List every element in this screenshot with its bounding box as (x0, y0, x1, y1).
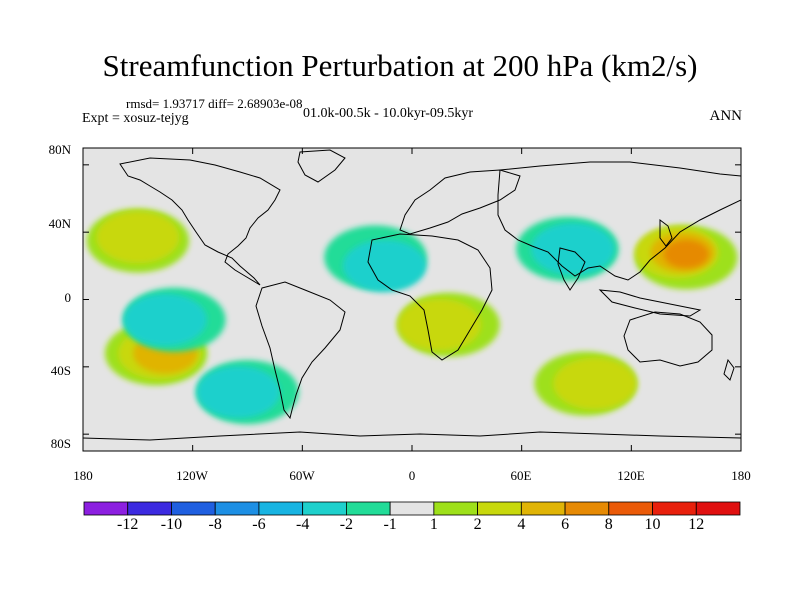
plot-title: Streamfunction Perturbation at 200 hPa (… (102, 48, 698, 83)
colorbar-label: 1 (429, 516, 438, 533)
colorbar-label: 4 (517, 516, 526, 533)
colorbar-box (83, 501, 129, 516)
field-blob (553, 357, 637, 410)
streamfunction-field (86, 208, 738, 425)
colorbar-box (564, 501, 610, 516)
season-label: ANN (709, 108, 743, 124)
colorbar-box (389, 501, 435, 516)
africa-coast (367, 233, 493, 361)
lat-label-40n: 40N (48, 216, 71, 231)
colorbar-label: 12 (688, 516, 705, 533)
india-coast (557, 247, 586, 291)
experiment-label: Expt = xosuz-tejyg (82, 111, 189, 126)
asia-coast (497, 161, 741, 281)
colorbar-label: 10 (644, 516, 661, 533)
colorbar-box (695, 501, 741, 516)
greenland-coast (297, 149, 346, 183)
lon-label-180e: 180 (731, 468, 751, 483)
europe-coast (399, 169, 521, 235)
colorbar-label: 6 (561, 516, 570, 533)
colorbar-box (127, 501, 172, 516)
colorbar-box (652, 501, 697, 516)
field-blob (531, 223, 615, 275)
field-blob (397, 298, 482, 351)
period-label: 01.0k-00.5k - 10.0kyr-09.5kyr (303, 106, 474, 121)
colorbar-box (520, 501, 566, 516)
axis-ticks (82, 148, 742, 451)
colorbar-box (214, 501, 260, 516)
north-america-coast (119, 157, 281, 286)
stats-line: rmsd= 1.93717 diff= 2.68903e-08 (126, 96, 303, 111)
colorbar-label: -4 (295, 516, 310, 533)
colorbar-label: -2 (339, 516, 354, 533)
colorbar (83, 501, 741, 516)
australia-coast (623, 311, 713, 367)
lon-label-120w: 120W (176, 468, 208, 483)
colorbar-label: -12 (117, 516, 139, 533)
coastlines (83, 149, 741, 441)
field-blob (342, 239, 427, 292)
colorbar-label: -6 (252, 516, 266, 533)
colorbar-box (171, 501, 216, 516)
lon-label-0: 0 (408, 468, 416, 483)
colorbar-box (433, 501, 479, 516)
field-blob (96, 211, 180, 264)
antarctica-coast (83, 431, 741, 441)
colorbar-label: -8 (208, 516, 222, 533)
colorbar-box (345, 501, 391, 516)
field-blob (663, 240, 709, 269)
field-blob (196, 366, 280, 419)
colorbar-box (302, 501, 347, 516)
lat-label-80n: 80N (48, 142, 71, 157)
field-blob (123, 293, 207, 346)
lat-label-0: 0 (64, 290, 72, 305)
new-zealand-coast (723, 358, 735, 381)
lon-label-180w: 180 (73, 468, 93, 483)
lat-label-80s: 80S (50, 436, 71, 451)
colorbar-label: -1 (383, 516, 397, 533)
lat-label-40s: 40S (50, 363, 71, 378)
lon-label-60w: 60W (289, 468, 315, 483)
south-america-coast (255, 281, 346, 420)
japan-coast (659, 219, 673, 247)
lon-label-120e: 120E (617, 468, 645, 483)
colorbar-label: 8 (604, 516, 613, 533)
colorbar-label: -10 (160, 516, 183, 533)
indonesia-coast (598, 289, 702, 317)
lon-label-60e: 60E (510, 468, 532, 483)
colorbar-label: 2 (473, 516, 482, 533)
colorbar-box (477, 501, 522, 516)
colorbar-box (258, 501, 304, 516)
colorbar-box (608, 501, 653, 516)
